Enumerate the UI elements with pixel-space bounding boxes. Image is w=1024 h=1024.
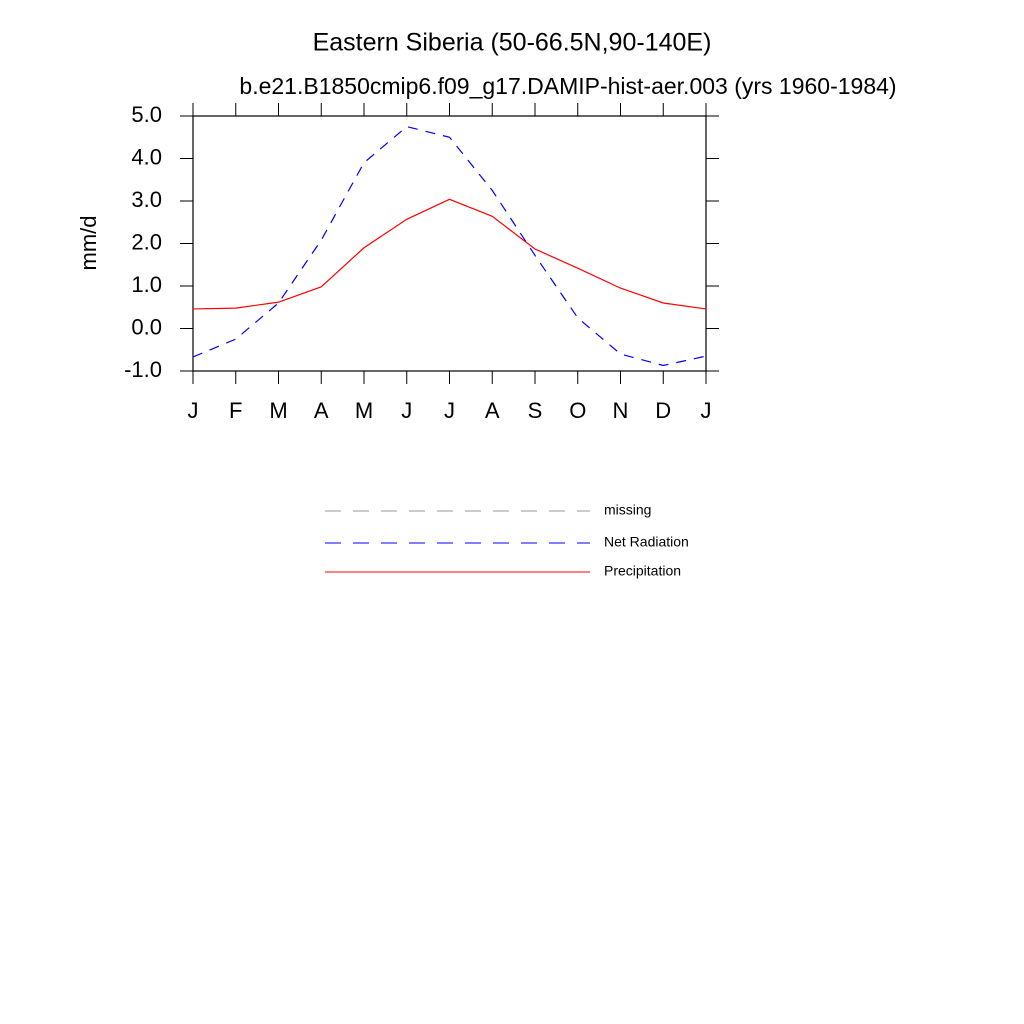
y-tick-label: 2.0	[131, 229, 162, 254]
y-tick-label: 3.0	[131, 187, 162, 212]
x-tick-label: F	[229, 398, 242, 423]
x-tick-label: A	[485, 398, 500, 423]
y-tick-label: 1.0	[131, 272, 162, 297]
y-tick-label: 4.0	[131, 144, 162, 169]
chart-title: Eastern Siberia (50-66.5N,90-140E)	[313, 29, 712, 57]
y-tick-label: -1.0	[124, 357, 162, 382]
x-tick-label: N	[613, 398, 629, 423]
y-tick-label: 5.0	[131, 102, 162, 127]
plot-frame	[192, 115, 707, 372]
data-line	[192, 198, 707, 310]
x-tick-label: O	[569, 398, 586, 423]
legend-label: Net Radiation	[604, 534, 689, 550]
x-tick-label: A	[314, 398, 329, 423]
x-tick-label: S	[528, 398, 543, 423]
legend-label: missing	[604, 502, 651, 518]
x-tick-label: D	[655, 398, 671, 423]
x-tick-label: M	[355, 398, 373, 423]
x-tick-label: J	[401, 398, 412, 423]
data-line	[192, 125, 707, 367]
x-tick-label: J	[444, 398, 455, 423]
y-axis-label: mm/d	[76, 216, 101, 271]
x-tick-label: J	[188, 398, 199, 423]
x-tick-label: M	[269, 398, 287, 423]
x-tick-label: J	[701, 398, 712, 423]
chart-subtitle: b.e21.B1850cmip6.f09_g17.DAMIP-hist-aer.…	[239, 73, 896, 99]
y-tick-label: 0.0	[131, 314, 162, 339]
legend-label: Precipitation	[604, 563, 681, 579]
